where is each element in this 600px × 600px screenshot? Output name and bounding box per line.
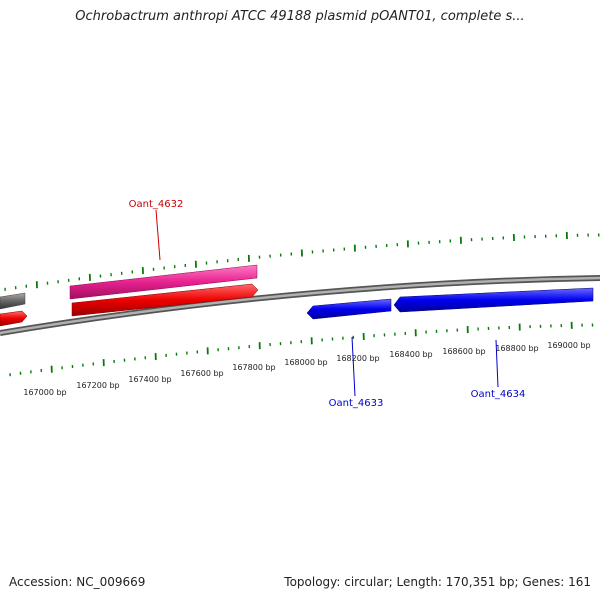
gene-arrow-oant-4634[interactable] (393, 287, 594, 313)
scale-label: 168200 bp (336, 354, 379, 363)
scale-label: 168400 bp (389, 350, 432, 359)
scale-label: 168600 bp (442, 347, 485, 356)
gene-arrow-oant-4633[interactable] (306, 298, 392, 320)
gene-arrow-red[interactable] (71, 283, 259, 317)
scale-label: 169000 bp (547, 341, 590, 350)
outer-tick-marks (4, 232, 600, 291)
page-title: Ochrobactrum anthropi ATCC 49188 plasmid… (75, 9, 525, 24)
gene-label-oant-4634[interactable]: Oant_4634 (471, 389, 526, 400)
gene-arrow-gray[interactable] (0, 292, 26, 310)
gene-label-oant-4632[interactable]: Oant_4632 (129, 199, 184, 210)
topology-summary: Topology: circular; Length: 170,351 bp; … (284, 575, 591, 589)
inner-tick-marks (9, 321, 594, 377)
label-line-oant-4633 (351, 336, 356, 397)
accession-text: Accession: NC_009669 (9, 575, 146, 589)
scale-label: 167600 bp (180, 369, 223, 378)
scale-label: 167000 bp (23, 388, 66, 397)
gene-label-oant-4633[interactable]: Oant_4633 (329, 398, 384, 409)
label-line-oant-4632 (155, 209, 161, 261)
scale-label: 168800 bp (495, 344, 538, 353)
scale-labels: 167000 bp 167200 bp 167400 bp 167600 bp … (23, 341, 590, 397)
gene-arrow-oant-4632[interactable] (69, 264, 258, 300)
gene-arrow-red-left[interactable] (0, 310, 28, 327)
scale-label: 168000 bp (284, 358, 327, 367)
backbone (0, 276, 600, 335)
label-line-oant-4634 (495, 339, 499, 388)
scale-label: 167400 bp (128, 375, 171, 384)
scale-label: 167800 bp (232, 363, 275, 372)
scale-label: 167200 bp (76, 381, 119, 390)
